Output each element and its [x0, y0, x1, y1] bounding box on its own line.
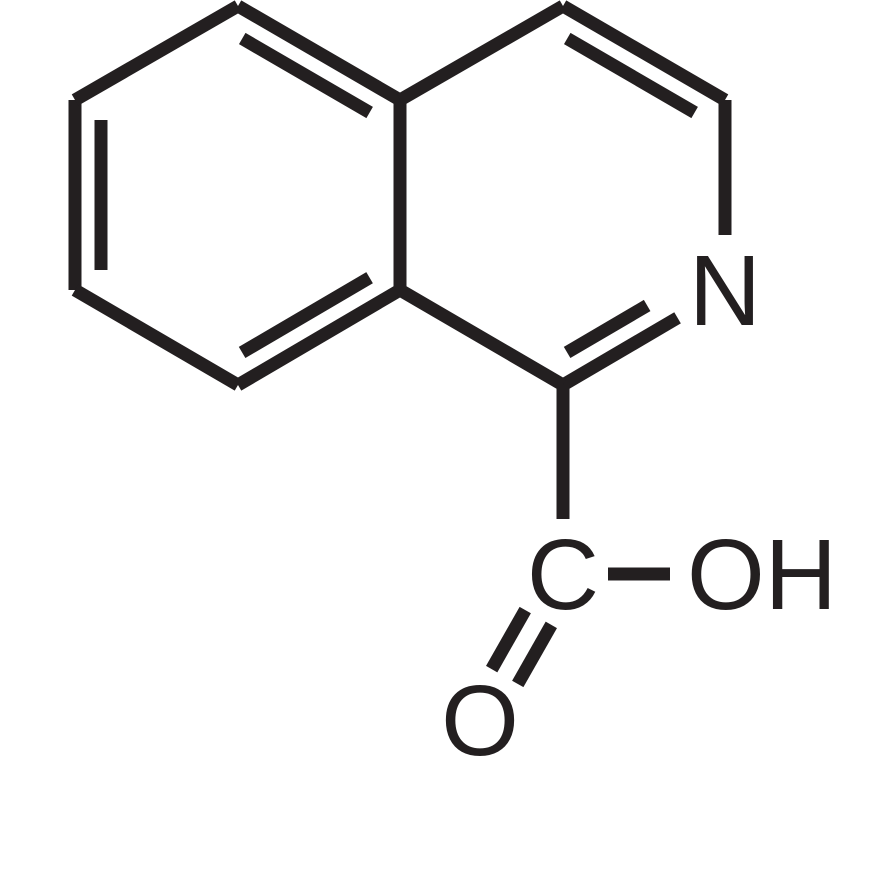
bond-line: [492, 610, 526, 669]
atom-label: O: [441, 665, 519, 777]
atom-label: C: [527, 519, 599, 631]
atom-label: N: [689, 235, 761, 347]
bond-line: [518, 625, 552, 684]
chemical-structure: N C OH O: [0, 0, 890, 890]
atom-label: OH: [687, 519, 837, 631]
bond-line: [400, 6, 563, 100]
bond-line: [75, 6, 238, 100]
bond-line: [400, 290, 563, 385]
bond-line: [75, 290, 238, 385]
